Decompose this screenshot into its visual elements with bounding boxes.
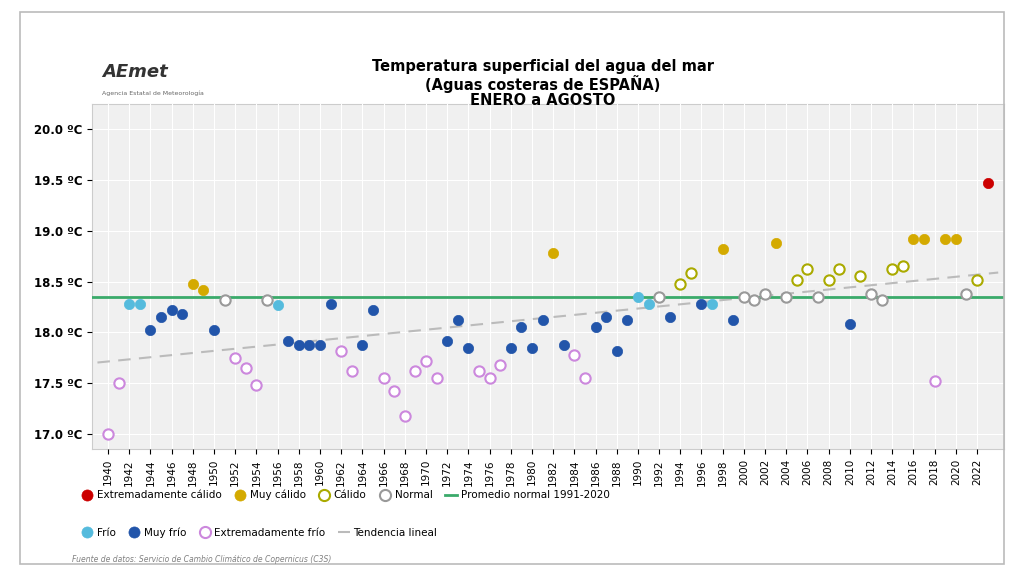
Point [831, 265, 848, 274]
Point [577, 373, 593, 382]
Point [418, 356, 434, 365]
Point [863, 289, 880, 298]
Point [121, 300, 137, 309]
Text: (Aguas costeras de ESPAÑA): (Aguas costeras de ESPAÑA) [425, 74, 660, 93]
Point [958, 289, 975, 298]
Text: AEmet: AEmet [102, 63, 168, 81]
Point [535, 316, 551, 325]
Text: Agencia Estatal de Meteorología: Agencia Estatal de Meteorología [102, 90, 204, 96]
Point [280, 336, 296, 345]
Legend: Extremadamente cálido, Muy cálido, Cálido, Normal, Promedio normal 1991-2020: Extremadamente cálido, Muy cálido, Cálid… [77, 486, 613, 505]
Point [545, 248, 561, 257]
Point [662, 313, 678, 322]
Point [651, 292, 668, 301]
Point [947, 234, 964, 244]
Point [396, 411, 413, 420]
Point [301, 340, 317, 349]
Point [216, 295, 232, 305]
Point [620, 316, 636, 325]
Point [248, 381, 264, 390]
Point [259, 295, 275, 305]
Legend: Frío, Muy frío, Extremadamente frío, Tendencia lineal: Frío, Muy frío, Extremadamente frío, Ten… [77, 523, 441, 542]
Point [311, 340, 328, 349]
Point [608, 346, 625, 355]
Point [142, 326, 159, 335]
Point [196, 285, 212, 294]
Point [291, 340, 307, 349]
Point [630, 292, 646, 301]
Point [746, 295, 763, 305]
Point [503, 343, 519, 353]
Point [788, 275, 805, 284]
Point [969, 275, 985, 284]
Point [184, 279, 201, 288]
Point [132, 300, 148, 309]
Point [800, 265, 816, 274]
Point [333, 346, 349, 355]
Point [386, 386, 402, 396]
Point [206, 326, 222, 335]
Point [703, 300, 720, 309]
Point [672, 279, 688, 288]
Point [238, 363, 254, 373]
Point [640, 300, 656, 309]
Text: Fuente de datos: Servicio de Cambio Climático de Copernicus (C3S): Fuente de datos: Servicio de Cambio Clim… [72, 555, 331, 563]
Point [323, 300, 339, 309]
Point [523, 343, 540, 353]
Point [884, 265, 900, 274]
Point [979, 179, 995, 188]
Point [810, 292, 826, 301]
Point [227, 353, 244, 362]
Point [715, 244, 731, 253]
Point [164, 305, 180, 314]
Point [778, 292, 795, 301]
Point [725, 316, 741, 325]
Point [111, 378, 127, 388]
Point [481, 373, 498, 382]
Point [820, 275, 837, 284]
Point [566, 350, 583, 359]
Point [460, 343, 476, 353]
Point [100, 430, 117, 439]
Point [174, 309, 190, 319]
Point [873, 295, 890, 305]
Point [376, 373, 392, 382]
Point [757, 289, 773, 298]
Point [556, 340, 572, 349]
Point [937, 234, 953, 244]
Point [895, 262, 911, 271]
Point [588, 323, 604, 332]
Point [513, 323, 529, 332]
Point [439, 336, 456, 345]
Point [344, 366, 360, 376]
Point [598, 313, 614, 322]
Point [768, 238, 784, 248]
Text: ENERO a AGOSTO: ENERO a AGOSTO [470, 93, 615, 108]
Point [153, 313, 169, 322]
Point [693, 300, 710, 309]
Point [842, 320, 858, 329]
Point [428, 373, 444, 382]
Text: Temperatura superficial del agua del mar: Temperatura superficial del agua del mar [372, 59, 714, 74]
Point [450, 316, 466, 325]
Point [269, 300, 286, 309]
Point [408, 366, 424, 376]
Point [927, 377, 943, 386]
Point [471, 366, 487, 376]
Point [683, 269, 699, 278]
Point [915, 234, 932, 244]
Point [905, 234, 922, 244]
Point [365, 305, 381, 314]
Point [852, 272, 868, 281]
Point [735, 292, 752, 301]
Point [354, 340, 371, 349]
Point [492, 361, 508, 370]
